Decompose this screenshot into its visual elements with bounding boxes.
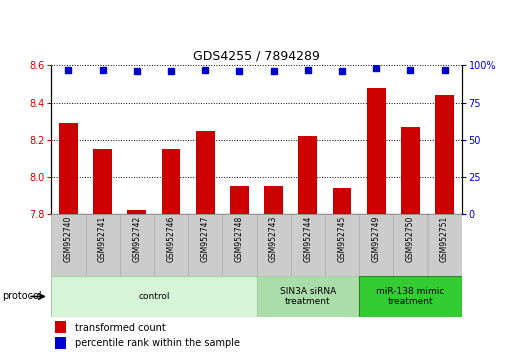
Bar [55,321,67,333]
Bar [86,214,120,276]
Bar [51,276,256,317]
Bar [120,214,154,276]
Bar [127,211,146,214]
Text: GSM952743: GSM952743 [269,216,278,262]
Bar [51,214,86,276]
Bar [332,188,351,214]
Bar [393,214,427,276]
Title: GDS4255 / 7894289: GDS4255 / 7894289 [193,50,320,63]
Text: GSM952744: GSM952744 [303,216,312,262]
Text: GSM952746: GSM952746 [167,216,175,262]
Bar [55,337,67,349]
Text: SIN3A siRNA
treatment: SIN3A siRNA treatment [280,287,336,306]
Text: miR-138 mimic
treatment: miR-138 mimic treatment [376,287,445,306]
Text: percentile rank within the sample: percentile rank within the sample [75,338,240,348]
Bar [367,88,386,214]
Text: GSM952747: GSM952747 [201,216,210,262]
Bar [162,149,181,214]
Bar [188,214,222,276]
Bar [256,214,291,276]
Bar [256,276,359,317]
Text: GSM952741: GSM952741 [98,216,107,262]
Bar [59,123,78,214]
Text: GSM952740: GSM952740 [64,216,73,262]
Text: transformed count: transformed count [75,322,166,332]
Bar [154,214,188,276]
Bar [359,276,462,317]
Bar [222,214,256,276]
Bar [93,149,112,214]
Bar [299,136,317,214]
Text: GSM952742: GSM952742 [132,216,141,262]
Bar [435,95,454,214]
Bar [196,131,214,214]
Bar [264,186,283,214]
Bar [427,214,462,276]
Bar [230,186,249,214]
Text: GSM952749: GSM952749 [372,216,381,262]
Text: GSM952750: GSM952750 [406,216,415,262]
Text: control: control [138,292,170,301]
Text: GSM952751: GSM952751 [440,216,449,262]
Text: protocol: protocol [3,291,42,302]
Text: GSM952745: GSM952745 [338,216,346,262]
Text: GSM952748: GSM952748 [235,216,244,262]
Bar [291,214,325,276]
Bar [359,214,393,276]
Bar [325,214,359,276]
Bar [401,127,420,214]
